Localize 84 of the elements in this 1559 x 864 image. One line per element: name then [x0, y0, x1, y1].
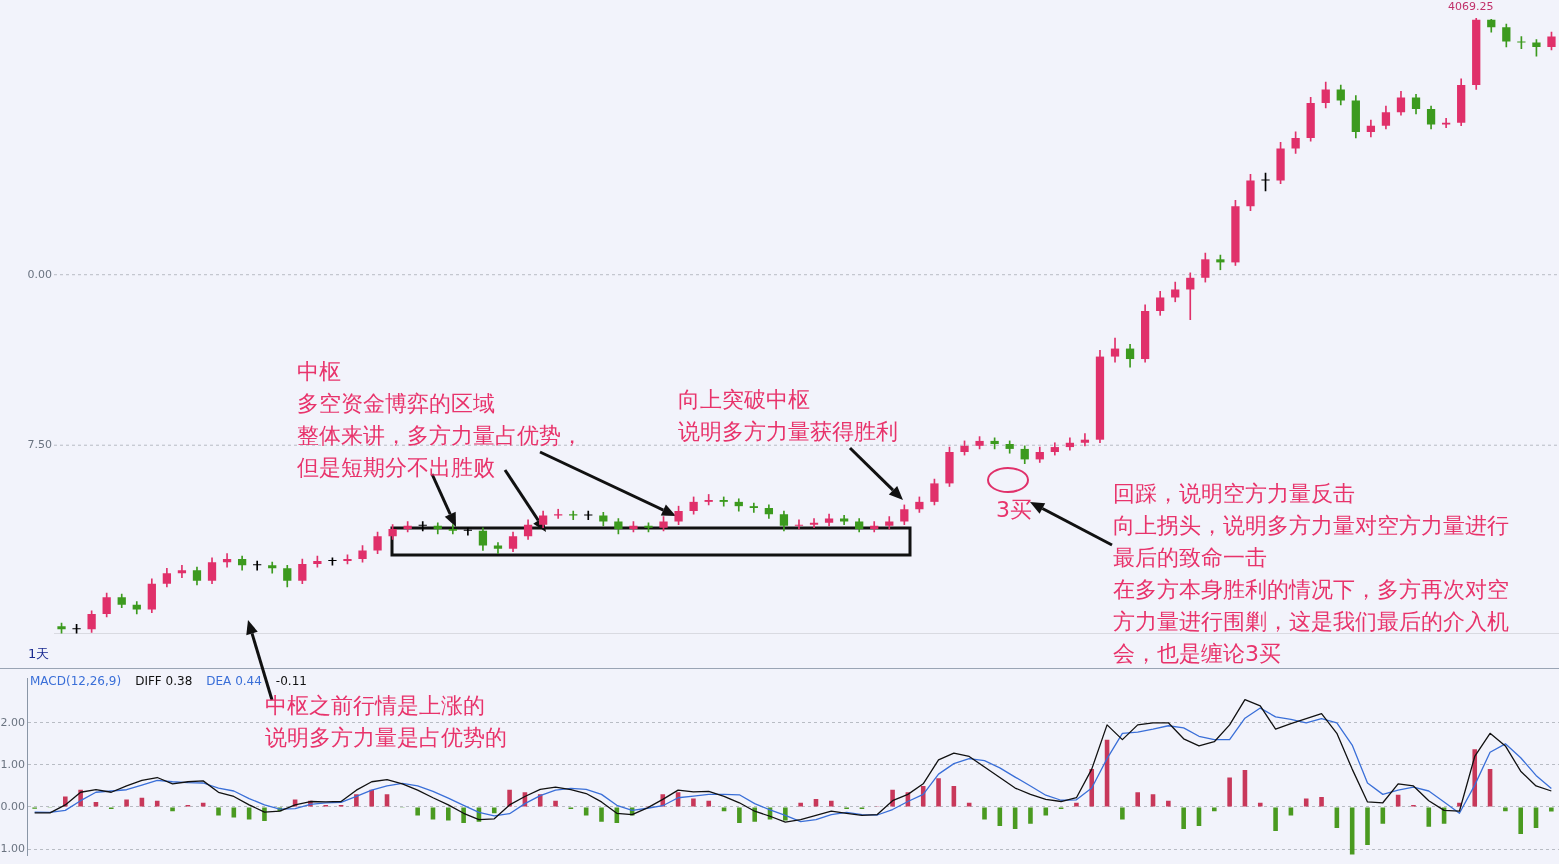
bar — [216, 807, 221, 816]
candlestick — [584, 510, 593, 521]
text: 7.50 — [27, 438, 52, 452]
y-tick-label: 2.00 — [0, 715, 25, 729]
annotation: 回踩，说明空方力量反击 — [1113, 480, 1355, 508]
bar — [1227, 777, 1232, 807]
y-tick-label: 1.00 — [0, 757, 25, 771]
annotation: 中枢 — [297, 358, 341, 386]
bar — [691, 798, 696, 807]
bar — [1028, 807, 1033, 824]
candlestick — [493, 542, 503, 554]
bar — [1120, 807, 1125, 820]
annotation: 0.44 — [235, 674, 262, 688]
bar — [599, 807, 604, 822]
bar — [1380, 807, 1386, 824]
annotation: 在多方本身胜利的情况下，多方再次对空方力量进行围剿，这是我们最后的介入机会，也是缠论3买 — [1113, 576, 1510, 668]
candlestick — [268, 561, 277, 574]
bar — [430, 807, 436, 820]
annotation: 说明多方力量是占优势的 — [265, 724, 507, 752]
bar — [170, 807, 175, 812]
bar — [369, 789, 374, 807]
bar — [829, 800, 834, 807]
bar — [982, 807, 987, 820]
bar — [1303, 798, 1309, 807]
bar — [491, 807, 497, 814]
candlestick — [1186, 272, 1195, 320]
text: DIFF — [135, 674, 162, 688]
annotation: 多空资金博弈的区域 — [297, 390, 495, 418]
text: 4069.25 — [1448, 0, 1494, 14]
text: 0.00 — [27, 267, 52, 281]
annotation: 向上拐头，说明多方力量对空方力量进行最后的致命一击 — [1113, 512, 1510, 572]
candlestick — [749, 502, 758, 513]
bar — [246, 807, 252, 820]
candlestick — [463, 527, 473, 536]
bar — [231, 807, 237, 818]
bar — [936, 778, 941, 807]
bar — [1273, 807, 1278, 831]
candlestick — [418, 521, 427, 532]
bar — [1365, 807, 1370, 845]
candlestick — [253, 560, 262, 571]
bar — [461, 807, 466, 823]
bar — [415, 807, 420, 816]
bar — [737, 807, 742, 823]
annotation: -0.11 — [275, 674, 307, 688]
bar — [706, 800, 712, 807]
candlestick — [448, 524, 457, 535]
bar — [1212, 807, 1217, 812]
candlestick — [222, 553, 232, 568]
bar — [890, 789, 895, 807]
chart-title: MACD(12,26,9) — [30, 674, 122, 688]
bar — [124, 799, 129, 807]
bar — [1135, 792, 1140, 807]
candlestick — [809, 518, 819, 529]
bar — [1166, 800, 1171, 807]
annotation: 向上突破中枢 — [678, 386, 810, 414]
bar — [1319, 796, 1324, 807]
bar — [1012, 807, 1018, 829]
bar — [1426, 807, 1432, 827]
bar — [721, 807, 727, 812]
y-tick-label: 0.00 — [0, 799, 25, 813]
annotation: 3买 — [996, 496, 1032, 524]
candlestick — [704, 494, 713, 506]
candlestick — [177, 564, 187, 578]
text: 1天 — [28, 646, 50, 661]
bar — [1181, 807, 1186, 829]
annotation: 中枢之前行情是上涨的 — [265, 692, 485, 720]
annotation: 整体来讲，多方力量占优势，但是短期分不出胜败 — [297, 422, 584, 482]
y-tick-label: 1.00 — [0, 841, 25, 855]
annotation: 0.38 — [165, 674, 193, 688]
candlestick — [1080, 433, 1090, 447]
bar — [920, 785, 926, 807]
bar — [154, 800, 160, 807]
annotation: 说明多方力量获得胜利 — [678, 418, 898, 446]
text: DEA — [206, 674, 232, 688]
bar — [1549, 807, 1554, 812]
candlestick — [433, 522, 442, 535]
bar — [1043, 807, 1049, 816]
bar — [752, 807, 757, 822]
bar — [1503, 807, 1508, 812]
bar — [507, 789, 512, 807]
bar — [1518, 807, 1523, 834]
bar — [553, 800, 558, 807]
bar — [446, 807, 451, 821]
candlestick — [719, 496, 728, 507]
